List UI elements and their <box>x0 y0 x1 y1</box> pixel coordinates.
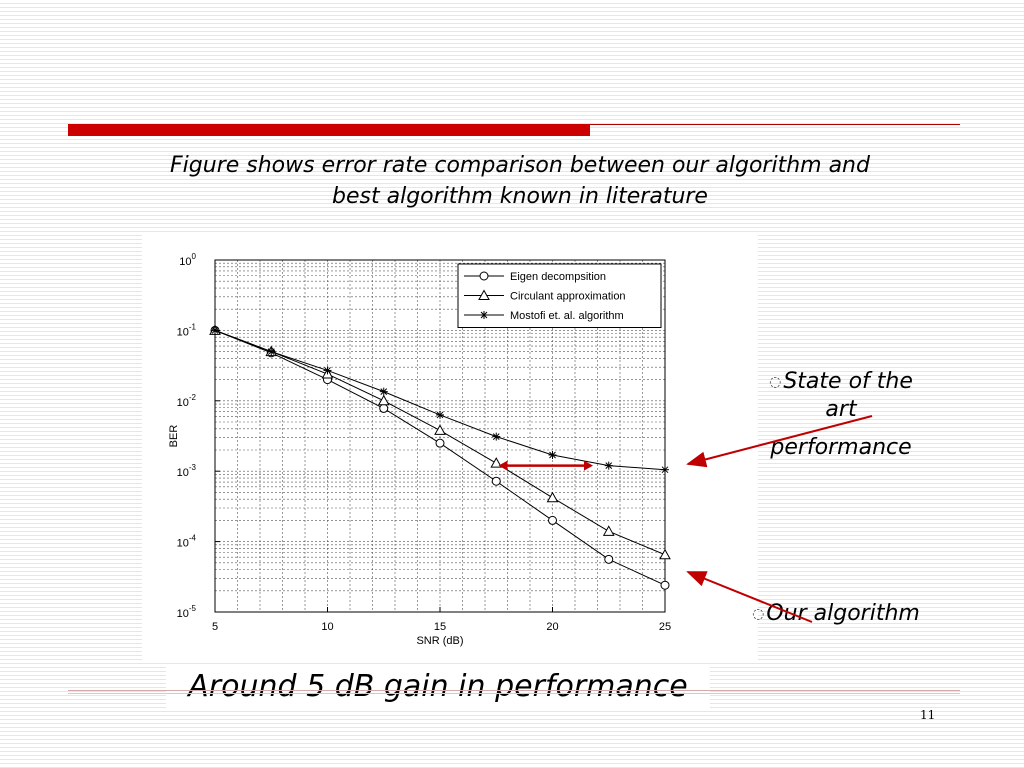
y-axis-label: BER <box>168 425 180 448</box>
y-tick-label: 10-3 <box>177 463 197 479</box>
data-point-series-0 <box>548 515 557 525</box>
label-state-line-2: art <box>825 397 857 422</box>
label-state-line-1: State of the <box>783 369 913 394</box>
y-tick-label: 10-5 <box>177 604 197 620</box>
data-point-series-1 <box>659 548 671 560</box>
caption-line-1: Figure shows error rate comparison betwe… <box>170 153 870 178</box>
footer-divider <box>68 690 960 691</box>
ber-figure: 5 10 15 20 25 100 10-1 10-2 10-3 10-4 10-5 SNR (dB)… <box>142 234 758 662</box>
title-accent-bar <box>68 124 590 136</box>
data-point-series-2 <box>436 410 444 419</box>
arrow-to-state-of-art <box>686 415 873 468</box>
slide-caption: Figure shows error rate comparison betwe… <box>90 150 950 212</box>
data-point-series-0 <box>604 554 614 564</box>
data-point-series-1 <box>602 525 615 536</box>
data-point-series-2 <box>604 461 613 470</box>
caption-line-2: best algorithm known in literature <box>332 184 708 209</box>
data-point-series-2 <box>267 347 276 356</box>
legend-entry: Eigen decompsition <box>510 271 606 283</box>
arrow-to-our-algorithm <box>686 571 813 623</box>
data-point-series-1 <box>546 491 559 503</box>
legend-marker <box>479 271 489 281</box>
y-tick-label: 10-4 <box>177 534 197 550</box>
data-point-series-0 <box>660 580 670 590</box>
data-point-series-2 <box>379 387 388 396</box>
x-tick-label: 20 <box>546 621 558 633</box>
legend-entry: Mostofi et. al. algorithm <box>510 310 624 322</box>
x-tick-label: 25 <box>659 621 671 633</box>
label-state-line-3: performance <box>770 435 912 460</box>
legend-marker <box>478 289 490 300</box>
data-point-series-0 <box>435 438 445 448</box>
x-axis-label: SNR (dB) <box>416 635 463 647</box>
gain-arrow-head-left <box>498 460 508 471</box>
gain-arrow-head-right <box>584 460 593 471</box>
y-tick-label: 100 <box>179 252 196 268</box>
y-tick-label: 10-2 <box>177 393 197 409</box>
data-point-series-2 <box>548 450 557 459</box>
x-tick-label: 10 <box>321 621 333 633</box>
ber-chart: 5 10 15 20 25 100 10-1 10-2 10-3 10-4 10-5 SNR (dB)… <box>168 252 671 647</box>
label-state-of-the-art: ◌State of the art performance <box>755 368 927 462</box>
data-point-series-2 <box>492 432 501 441</box>
x-tick-label: 5 <box>212 621 218 633</box>
gain-note-box: Around 5 dB gain in performance <box>166 665 710 711</box>
legend-marker <box>480 311 488 319</box>
bullet-icon: ◌ <box>752 606 765 622</box>
data-point-series-2 <box>211 326 219 335</box>
data-point-series-1 <box>377 394 390 406</box>
data-point-series-2 <box>661 465 669 474</box>
bullet-icon: ◌ <box>769 374 782 390</box>
y-tick-label: 10-1 <box>177 322 197 338</box>
gain-note: Around 5 dB gain in performance <box>188 669 688 704</box>
data-point-series-2 <box>323 366 332 375</box>
x-tick-label: 15 <box>434 621 446 633</box>
data-point-series-1 <box>490 457 503 468</box>
data-point-series-0 <box>491 476 501 486</box>
footer-divider-2 <box>68 693 960 694</box>
legend-entry: Circulant approximation <box>510 291 626 303</box>
data-point-series-1 <box>434 424 446 435</box>
slide-number: 11 <box>920 708 936 722</box>
title-accent-line <box>590 124 960 125</box>
